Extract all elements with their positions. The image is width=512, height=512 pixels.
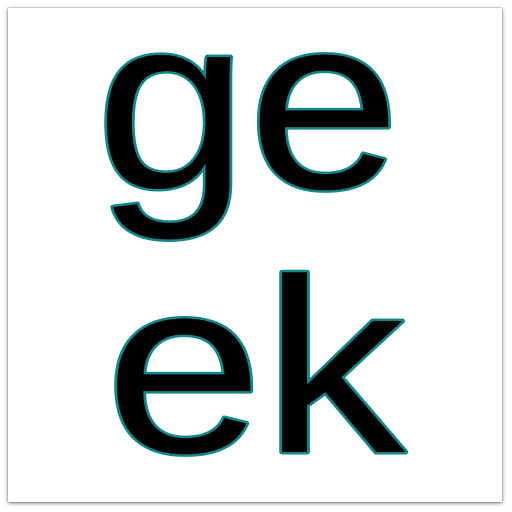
logo-line-2: ek	[105, 227, 406, 502]
geek-logo: ge ek	[93, 8, 409, 502]
logo-card: ge ek	[8, 8, 502, 502]
logo-line-1: ge	[96, 8, 401, 241]
